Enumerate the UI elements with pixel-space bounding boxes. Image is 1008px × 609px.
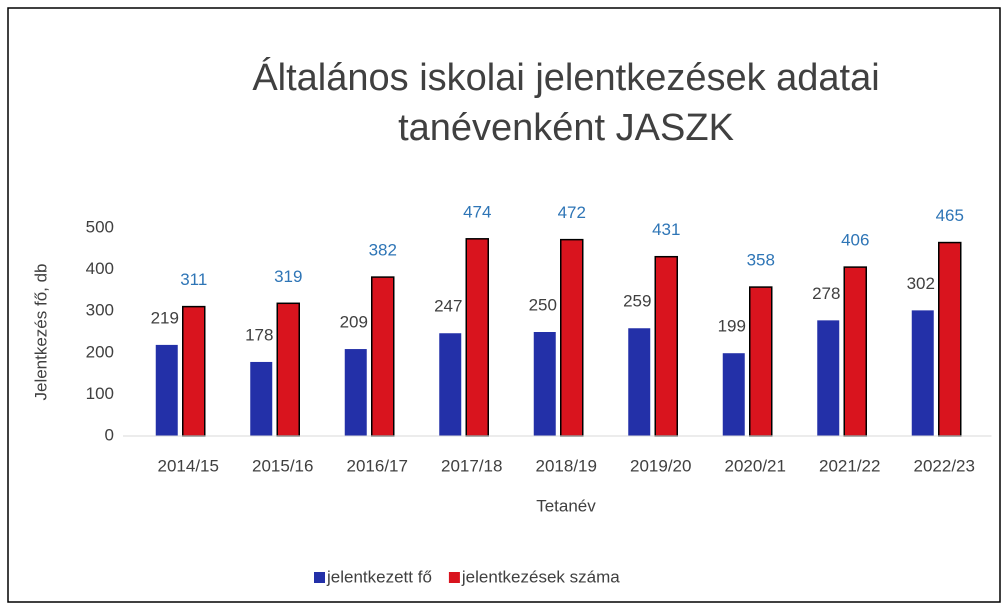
bar [344, 349, 367, 436]
data-label: 247 [434, 297, 462, 316]
chart-title: Általános iskolai jelentkezések adatai [252, 56, 879, 99]
y-tick-label: 100 [86, 384, 114, 403]
bar [250, 361, 273, 436]
bar [628, 328, 651, 436]
y-tick-label: 300 [86, 301, 114, 320]
x-tick-label: 2021/22 [819, 456, 880, 475]
x-tick-label: 2022/23 [914, 456, 975, 475]
x-axis-title: Tetanév [536, 496, 596, 515]
legend-swatch [448, 572, 460, 583]
x-tick-label: 2015/16 [252, 456, 313, 475]
y-axis-title: Jelentkezés fő, db [31, 263, 50, 400]
y-tick-label: 200 [86, 342, 114, 361]
bar [371, 276, 395, 437]
data-label: 431 [652, 220, 680, 239]
data-label: 199 [718, 317, 746, 336]
bar [465, 238, 489, 437]
data-label: 209 [340, 313, 368, 332]
data-label: 311 [180, 270, 207, 289]
bar [817, 320, 840, 436]
data-label: 178 [245, 325, 273, 344]
bar [843, 266, 867, 437]
data-label: 382 [369, 241, 397, 260]
bar [654, 255, 678, 437]
data-label: 474 [463, 202, 491, 221]
data-label: 219 [151, 308, 179, 327]
chart-title: tanévenként JASZK [398, 107, 734, 149]
legend-label: jelentkezések száma [461, 567, 620, 586]
x-tick-label: 2019/20 [630, 456, 691, 475]
data-label: 250 [529, 295, 557, 314]
bar [560, 238, 584, 437]
data-label: 465 [936, 206, 964, 225]
x-tick-label: 2016/17 [347, 456, 408, 475]
bar [938, 241, 962, 437]
bar [439, 333, 462, 436]
data-label: 259 [623, 292, 651, 311]
bar [533, 332, 556, 436]
data-label: 278 [812, 284, 840, 303]
legend-label: jelentkezett fő [326, 567, 432, 586]
y-tick-label: 500 [86, 217, 114, 236]
y-tick-label: 400 [86, 259, 114, 278]
x-tick-label: 2014/15 [158, 456, 219, 475]
x-tick-label: 2018/19 [536, 456, 597, 475]
y-tick-label: 0 [105, 425, 114, 444]
data-label: 358 [747, 251, 775, 270]
bar [722, 353, 745, 436]
x-tick-label: 2017/18 [441, 456, 502, 475]
x-tick-label: 2020/21 [725, 456, 786, 475]
data-label: 406 [841, 231, 869, 250]
bar [911, 310, 934, 436]
data-label: 472 [558, 203, 586, 222]
bar [155, 344, 178, 436]
bar [276, 302, 300, 437]
data-label: 302 [907, 274, 935, 293]
bar [182, 305, 206, 437]
chart-border [7, 7, 1001, 603]
legend-swatch [314, 572, 325, 583]
data-label: 319 [274, 267, 302, 286]
bar [749, 286, 773, 437]
